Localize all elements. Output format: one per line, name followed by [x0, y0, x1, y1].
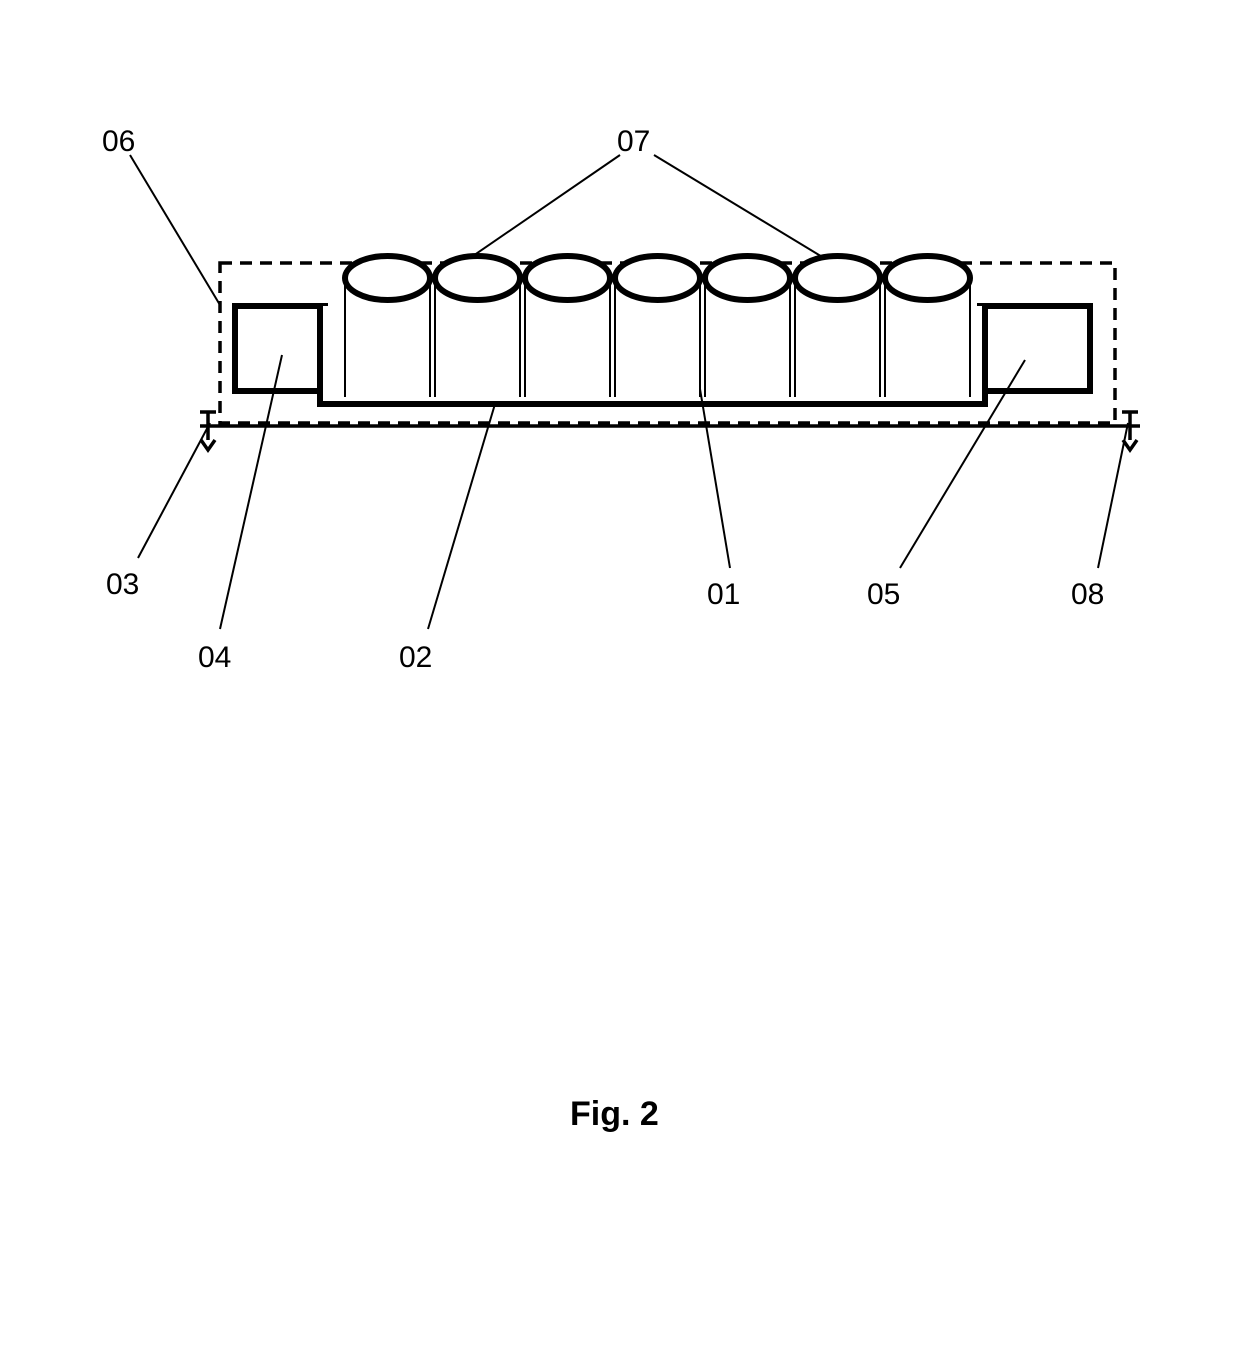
- cylinder-top: [525, 256, 610, 300]
- ref-label-02: 02: [399, 641, 432, 675]
- ref-label-05: 05: [867, 578, 900, 612]
- leader-line: [428, 404, 495, 629]
- cylinder-top: [795, 256, 880, 300]
- figure-caption: Fig. 2: [570, 1095, 659, 1134]
- leader-line: [700, 389, 730, 568]
- cylinder-top: [435, 256, 520, 300]
- ref-label-08: 08: [1071, 578, 1104, 612]
- ref-label-04: 04: [198, 641, 231, 675]
- leader-line: [1098, 423, 1128, 568]
- ref-label-07: 07: [617, 125, 650, 159]
- leader-line: [138, 423, 210, 558]
- right-block: [980, 306, 1090, 391]
- cylinder-top: [345, 256, 430, 300]
- leader-line: [130, 155, 220, 305]
- left-block: [235, 306, 325, 391]
- cylinder-top: [885, 256, 970, 300]
- leader-line: [470, 155, 620, 258]
- ref-label-01: 01: [707, 578, 740, 612]
- ref-label-03: 03: [106, 568, 139, 602]
- leader-line: [220, 355, 282, 629]
- cylinder-top: [705, 256, 790, 300]
- leader-line: [654, 155, 824, 258]
- ref-label-06: 06: [102, 125, 135, 159]
- cylinder-top: [615, 256, 700, 300]
- technical-diagram: [0, 0, 1240, 1371]
